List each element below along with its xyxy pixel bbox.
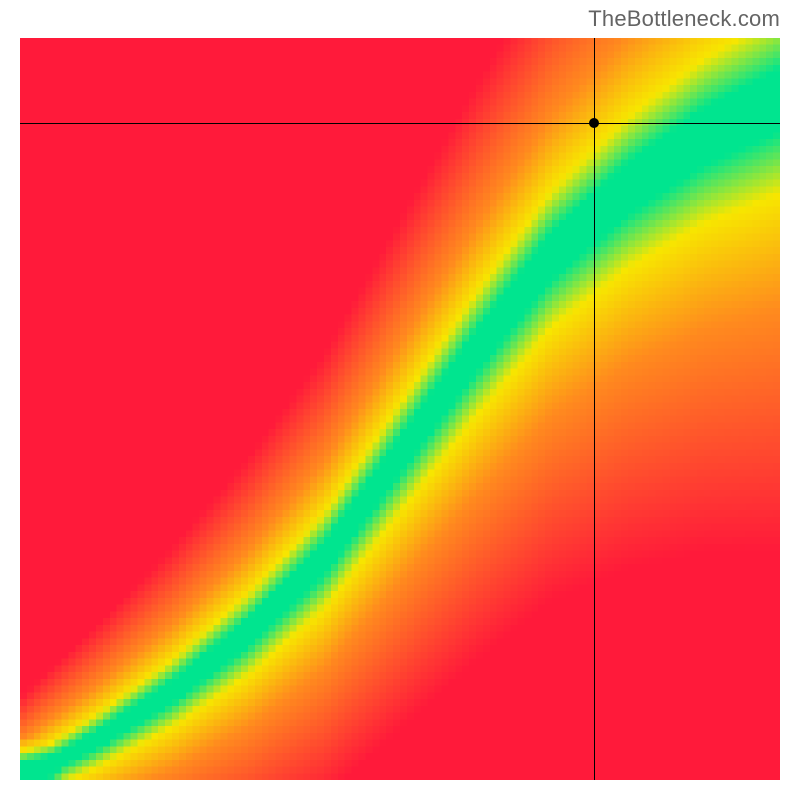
watermark-text: TheBottleneck.com	[588, 6, 780, 32]
crosshair-vertical	[594, 38, 595, 780]
chart-container: TheBottleneck.com	[0, 0, 800, 800]
heatmap-canvas	[20, 38, 780, 780]
crosshair-marker-dot	[589, 118, 599, 128]
heatmap-plot-area	[20, 38, 780, 780]
crosshair-horizontal	[20, 123, 780, 124]
